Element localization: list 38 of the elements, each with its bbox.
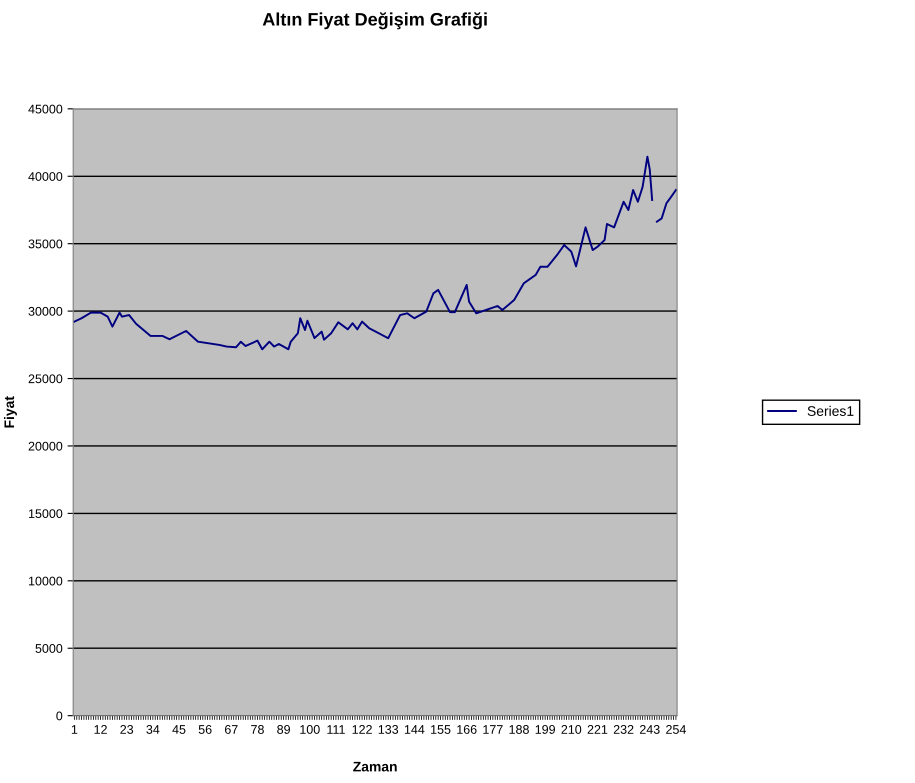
x-tick-label: 45 [172,725,186,734]
x-axis-title: Zaman [353,762,397,772]
x-tick-label: 166 [457,725,477,734]
y-tick-label: 10000 [28,576,62,586]
x-tick-label: 155 [431,725,450,734]
y-tick-label: 35000 [28,239,62,248]
x-tick-label: 210 [562,725,582,734]
y-tick-label: 20000 [28,442,62,451]
x-tick-label: 1 [72,725,78,734]
x-tick-label: 199 [536,725,555,734]
y-tick-label: 5000 [35,644,62,653]
y-tick-label: 0 [56,711,62,720]
x-tick-label: 133 [378,725,398,734]
x-tick-label: 144 [404,725,424,734]
x-tick-label: 67 [224,725,238,734]
legend-label: Series1 [808,406,854,416]
x-tick-label: 188 [510,725,529,734]
x-tick-label: 100 [300,725,320,734]
chart-title: Altın Fiyat Değişim Grafiği [262,12,487,30]
x-tick-label: 89 [277,725,290,734]
x-tick-label: 221 [588,725,608,734]
x-tick-label: 232 [614,725,634,734]
y-tick-label: 45000 [28,104,62,114]
x-tick-label: 243 [640,725,660,734]
y-axis-title: Fiyat [4,396,17,428]
x-tick-label: 12 [94,725,107,734]
y-tick-label: 25000 [28,374,62,384]
y-tick-label: 40000 [28,172,62,181]
x-tick-label: 23 [120,725,134,734]
x-tick-label: 254 [666,725,686,734]
y-tick-label: 30000 [28,306,62,316]
x-tick-label: 56 [198,725,212,734]
x-tick-label: 122 [352,725,372,734]
x-tick-label: 34 [146,725,160,734]
x-tick-label: 111 [327,725,345,734]
x-tick-label: 177 [483,725,503,734]
y-tick-label: 15000 [28,509,62,518]
x-tick-label: 78 [251,725,264,734]
